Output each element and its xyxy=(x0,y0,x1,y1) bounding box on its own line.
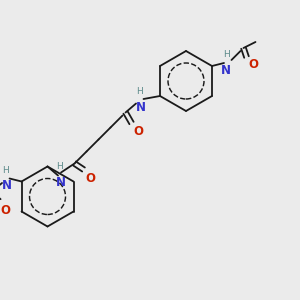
Text: O: O xyxy=(248,58,258,71)
Text: N: N xyxy=(56,176,66,188)
Text: H: H xyxy=(224,50,230,59)
Text: O: O xyxy=(85,172,95,185)
Text: N: N xyxy=(2,179,11,192)
Text: O: O xyxy=(1,204,10,217)
Text: H: H xyxy=(136,87,142,96)
Text: N: N xyxy=(136,100,146,113)
Text: H: H xyxy=(2,166,8,175)
Text: N: N xyxy=(221,64,231,77)
Text: H: H xyxy=(56,162,63,171)
Text: O: O xyxy=(133,125,143,138)
